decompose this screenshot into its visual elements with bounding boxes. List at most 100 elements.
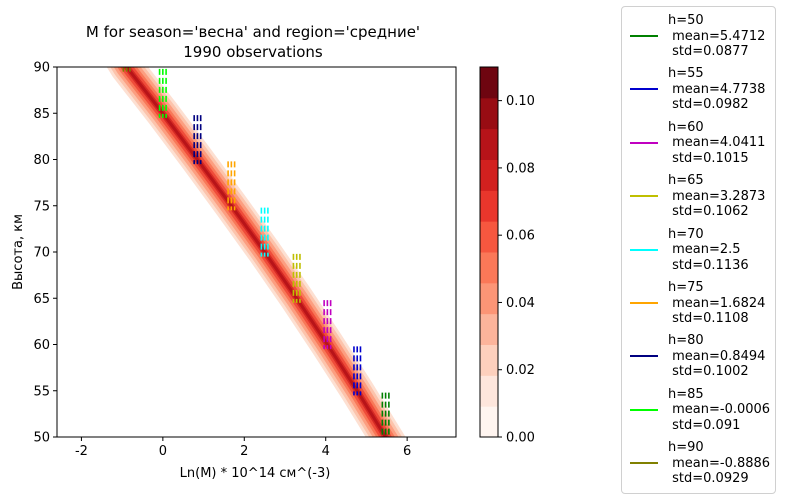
x-tick-label: 6 — [403, 444, 411, 459]
legend-label: h=85 mean=-0.0006 std=0.091 — [668, 387, 770, 434]
colorbar-level-11 — [480, 67, 498, 99]
legend-series-std: std=0.1062 — [668, 204, 749, 220]
colorbar-level-3 — [480, 313, 498, 345]
colorbar-level-10 — [480, 97, 498, 130]
series-marker-h80 — [193, 115, 202, 165]
legend-swatch — [630, 462, 658, 465]
density-band — [106, 67, 406, 437]
x-axis: -2 0 2 4 6 — [75, 437, 411, 459]
chart-title: M for season='весна' and region='средние… — [86, 23, 420, 41]
colorbar-level-8 — [480, 159, 498, 191]
legend-series-name: h=80 — [668, 333, 704, 349]
legend-label: h=55 mean=4.7738 std=0.0982 — [668, 66, 765, 113]
legend-item: h=50 mean=5.4712 std=0.0877 — [622, 13, 777, 66]
legend-item: h=85 mean=-0.0006 std=0.091 — [622, 387, 777, 440]
legend-label: h=80 mean=0.8494 std=0.1002 — [668, 333, 765, 380]
legend-series-mean: mean=5.4712 — [668, 28, 766, 44]
legend-series-mean: mean=1.6824 — [668, 295, 766, 311]
colorbar-level-5 — [480, 252, 498, 284]
legend-series-name: h=75 — [668, 280, 704, 295]
y-tick-label: 65 — [33, 292, 50, 307]
legend-label: h=70 mean=2.5 std=0.1136 — [668, 227, 749, 274]
colorbar-frame — [479, 66, 499, 438]
legend-series-std: std=0.0982 — [668, 97, 749, 113]
y-tick-label: 85 — [33, 107, 50, 122]
legend-label: h=75 mean=1.6824 std=0.1108 — [668, 280, 765, 327]
legend-series-std: std=0.1136 — [668, 257, 749, 273]
series-markers — [122, 67, 390, 437]
legend-series-name: h=90 — [668, 440, 704, 456]
legend-series-mean: mean=0.8494 — [668, 348, 766, 364]
colorbar-tick-label: 0.02 — [506, 363, 535, 378]
series-marker-h75 — [227, 161, 236, 211]
colorbar-level-4 — [480, 282, 498, 315]
legend-item: h=55 mean=4.7738 std=0.0982 — [622, 66, 777, 119]
x-axis-label: Ln(M) * 10^14 см^(-3) — [180, 466, 331, 481]
legend-swatch — [630, 408, 658, 411]
plot-area — [56, 66, 457, 438]
legend-swatch — [630, 248, 658, 251]
legend-item: h=65 mean=3.2873 std=0.1062 — [622, 173, 777, 226]
legend-label: h=50 mean=5.4712 std=0.0877 — [668, 13, 765, 60]
legend-item: h=60 mean=4.0411 std=0.1015 — [622, 120, 777, 173]
y-tick-label: 90 — [33, 61, 50, 76]
legend-series-mean: mean=4.0411 — [668, 135, 766, 151]
legend-item: h=75 mean=1.6824 std=0.1108 — [622, 280, 777, 333]
legend-swatch — [630, 195, 658, 198]
x-tick-label: -2 — [75, 444, 88, 459]
legend-series-mean: mean=3.2873 — [668, 188, 766, 204]
colorbar-level-2 — [480, 344, 498, 376]
legend-series-mean: mean=-0.0006 — [668, 402, 771, 418]
legend-series-mean: mean=-0.8886 — [668, 455, 771, 471]
colorbar-tick-label: 0.10 — [506, 94, 535, 109]
legend-series-name: h=55 — [668, 66, 704, 82]
legend-label: h=90 mean=-0.8886 std=0.0929 — [668, 440, 770, 487]
legend-series-mean: mean=2.5 — [668, 242, 741, 258]
series-marker-h65 — [292, 253, 301, 303]
legend-series-name: h=70 — [668, 226, 704, 242]
colorbar-tick-label: 0.04 — [506, 296, 535, 311]
legend-item: h=70 mean=2.5 std=0.1136 — [622, 227, 777, 280]
series-marker-h60 — [323, 300, 332, 350]
legend-series-std: std=0.0877 — [668, 44, 749, 59]
x-tick-label: 0 — [159, 444, 167, 459]
colorbar-level-1 — [480, 375, 498, 407]
y-axis-label: Высота, км — [11, 214, 26, 290]
legend-series-name: h=85 — [668, 386, 704, 402]
y-axis: 50 55 60 65 70 75 80 85 90 — [33, 61, 57, 446]
x-tick-label: 4 — [322, 444, 330, 459]
colorbar-level-7 — [480, 190, 498, 222]
density-layer-6 — [124, 67, 388, 437]
legend-series-name: h=60 — [668, 119, 704, 135]
x-tick-label: 2 — [240, 444, 248, 459]
chart-subtitle: 1990 observations — [183, 43, 323, 61]
legend-swatch — [630, 35, 658, 37]
legend-item: h=90 mean=-0.8886 std=0.0929 — [622, 440, 777, 493]
series-marker-h70 — [260, 207, 269, 257]
legend-series-name: h=65 — [668, 173, 704, 189]
colorbar-tick-label: 0.08 — [506, 161, 535, 176]
legend-swatch — [630, 141, 658, 144]
y-tick-label: 55 — [33, 384, 50, 399]
legend-series-std: std=0.1108 — [668, 311, 749, 326]
series-marker-h85 — [158, 68, 167, 118]
colorbar-level-0 — [480, 406, 498, 438]
legend-series-std: std=0.1015 — [668, 150, 749, 166]
legend-swatch — [630, 355, 658, 358]
y-tick-label: 50 — [33, 431, 50, 446]
y-tick-label: 80 — [33, 153, 50, 168]
legend-swatch — [630, 88, 658, 91]
legend-label: h=65 mean=3.2873 std=0.1062 — [668, 173, 765, 220]
legend-series-std: std=0.0929 — [668, 471, 749, 487]
legend-series-name: h=50 — [668, 13, 704, 28]
colorbar-level-9 — [480, 128, 498, 160]
colorbar-level-6 — [480, 221, 498, 253]
colorbar-tick-label: 0.06 — [506, 229, 535, 244]
colorbar: 0.00 0.02 0.04 0.06 0.08 0.10 — [479, 66, 535, 446]
legend-label: h=60 mean=4.0411 std=0.1015 — [668, 120, 765, 167]
legend-series-std: std=0.1002 — [668, 364, 749, 380]
legend-series-std: std=0.091 — [668, 417, 741, 433]
y-tick-label: 60 — [33, 338, 50, 353]
legend: h=50 mean=5.4712 std=0.0877 h=55 mean=4.7… — [621, 6, 776, 494]
legend-swatch — [630, 302, 658, 304]
